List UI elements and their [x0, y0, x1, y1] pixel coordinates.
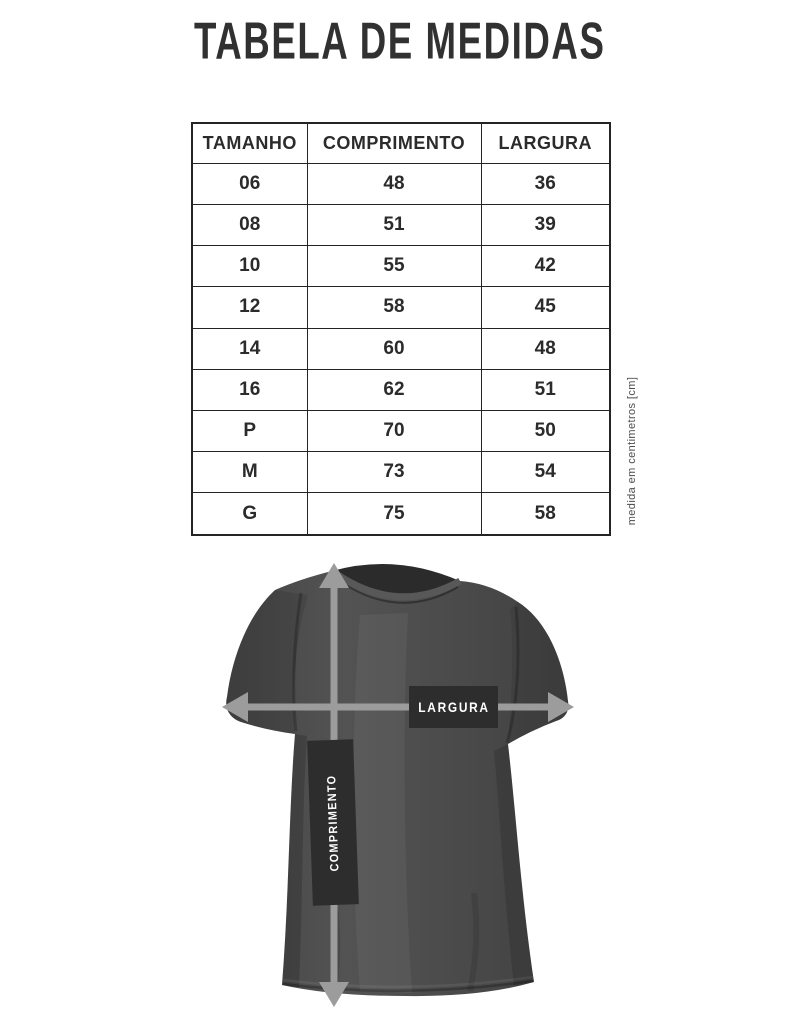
length-cell: 55 — [306, 245, 482, 288]
length-cell: 70 — [306, 409, 482, 453]
table-row: M 73 54 — [191, 451, 611, 494]
size-cell: 16 — [191, 368, 308, 411]
length-cell: 51 — [306, 203, 482, 247]
page-title-text: TABELA DE MEDIDAS — [194, 11, 606, 70]
width-label-box: LARGURA — [409, 686, 498, 728]
table-row: 06 48 36 — [191, 162, 611, 205]
width-cell: 42 — [480, 245, 611, 288]
size-cell: P — [191, 409, 308, 453]
width-cell: 45 — [480, 286, 611, 329]
header-cell-comprimento: COMPRIMENTO — [306, 122, 482, 164]
unit-note: medida em centimetros [cm] — [626, 376, 638, 526]
size-cell: G — [191, 492, 308, 536]
table-header-row: TAMANHO COMPRIMENTO LARGURA — [191, 122, 611, 164]
size-cell: 10 — [191, 245, 308, 288]
length-label-text: COMPRIMENTO — [324, 773, 342, 872]
header-cell-tamanho: TAMANHO — [191, 122, 308, 164]
table-row: 08 51 39 — [191, 203, 611, 247]
size-table: TAMANHO COMPRIMENTO LARGURA 06 48 36 08 … — [191, 122, 611, 536]
width-cell: 58 — [480, 492, 611, 536]
table-row: G 75 58 — [191, 492, 611, 536]
length-cell: 60 — [306, 327, 482, 370]
width-cell: 54 — [480, 451, 611, 494]
width-arrow — [222, 692, 574, 722]
length-cell: 62 — [306, 368, 482, 411]
width-cell: 51 — [480, 368, 611, 411]
width-cell: 48 — [480, 327, 611, 370]
size-cell: 06 — [191, 162, 308, 205]
table-row: 10 55 42 — [191, 245, 611, 288]
length-cell: 58 — [306, 286, 482, 329]
length-cell: 73 — [306, 451, 482, 494]
length-cell: 75 — [306, 492, 482, 536]
length-label-box: COMPRIMENTO — [307, 739, 359, 906]
size-cell: M — [191, 451, 308, 494]
table-row: 14 60 48 — [191, 327, 611, 370]
table-row: 12 58 45 — [191, 286, 611, 329]
length-cell: 48 — [306, 162, 482, 205]
size-cell: 12 — [191, 286, 308, 329]
width-cell: 50 — [480, 409, 611, 453]
header-cell-largura: LARGURA — [480, 122, 611, 164]
table-row: 16 62 51 — [191, 368, 611, 411]
collar-band — [329, 568, 462, 601]
tshirt-diagram — [222, 563, 574, 1007]
width-cell: 39 — [480, 203, 611, 247]
width-cell: 36 — [480, 162, 611, 205]
size-cell: 08 — [191, 203, 308, 247]
table-row: P 70 50 — [191, 409, 611, 453]
size-cell: 14 — [191, 327, 308, 370]
page-title: TABELA DE MEDIDAS — [0, 10, 800, 69]
tshirt-graphic — [226, 563, 569, 997]
width-label-text: LARGURA — [417, 699, 490, 715]
